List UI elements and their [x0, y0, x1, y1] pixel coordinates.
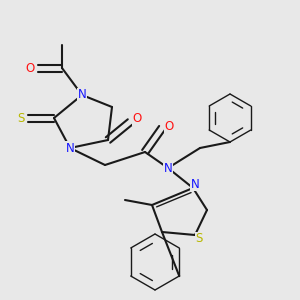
Text: N: N [190, 178, 200, 190]
Text: O: O [132, 112, 142, 125]
Text: N: N [78, 88, 86, 101]
Text: N: N [66, 142, 74, 154]
Text: O: O [26, 61, 34, 74]
Text: N: N [164, 161, 172, 175]
Text: S: S [195, 232, 203, 245]
Text: O: O [164, 119, 174, 133]
Text: S: S [17, 112, 25, 124]
